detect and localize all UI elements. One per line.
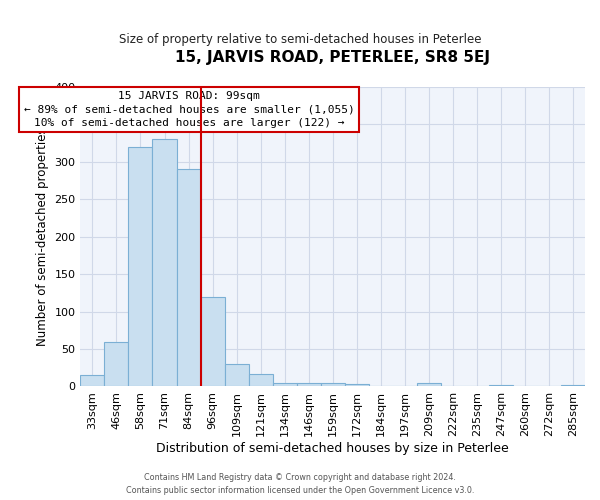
Bar [248,374,272,386]
Bar [296,382,320,386]
Bar [272,382,296,386]
Bar [80,375,104,386]
Y-axis label: Number of semi-detached properties: Number of semi-detached properties [36,128,49,346]
Bar [200,296,224,386]
Bar [489,385,513,386]
Bar [128,147,152,386]
Bar [345,384,369,386]
Bar [417,382,441,386]
Title: 15, JARVIS ROAD, PETERLEE, SR8 5EJ: 15, JARVIS ROAD, PETERLEE, SR8 5EJ [175,50,490,65]
Text: Size of property relative to semi-detached houses in Peterlee: Size of property relative to semi-detach… [119,32,481,46]
Text: 15 JARVIS ROAD: 99sqm
← 89% of semi-detached houses are smaller (1,055)
10% of s: 15 JARVIS ROAD: 99sqm ← 89% of semi-deta… [23,92,354,128]
Text: Contains HM Land Registry data © Crown copyright and database right 2024.
Contai: Contains HM Land Registry data © Crown c… [126,474,474,495]
Bar [561,385,585,386]
X-axis label: Distribution of semi-detached houses by size in Peterlee: Distribution of semi-detached houses by … [157,442,509,455]
Bar [152,140,176,386]
Bar [176,170,200,386]
Bar [104,342,128,386]
Bar [320,382,345,386]
Bar [224,364,248,386]
